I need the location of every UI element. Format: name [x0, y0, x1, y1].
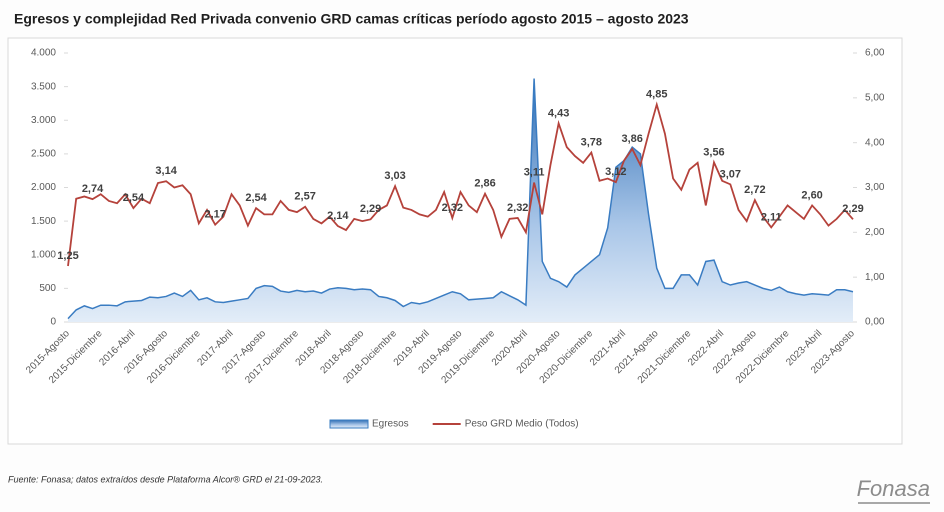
y-tick-label: 500 [39, 283, 56, 294]
chart-frame [7, 37, 903, 445]
data-label: 2,74 [82, 183, 104, 195]
y-tick-label: 3.500 [31, 81, 56, 92]
data-label: 2,54 [123, 192, 145, 204]
data-label: 4,85 [646, 88, 667, 100]
y-tick-label: 2.500 [31, 149, 56, 160]
data-label: 2,72 [744, 184, 765, 196]
data-label: 2,54 [245, 192, 267, 204]
data-label: 2,11 [761, 211, 782, 223]
data-label: 2,14 [327, 210, 349, 222]
data-label: 2,32 [507, 202, 528, 214]
legend-swatch [329, 419, 369, 429]
line [67, 101, 854, 267]
y2-tick-label: 6,00 [865, 48, 885, 59]
data-label: 3,11 [524, 166, 545, 178]
legend-label: Peso GRD Medio (Todos) [465, 419, 579, 430]
y-tick-label: 1.000 [31, 249, 56, 260]
area-outline [67, 78, 854, 320]
y-tick-label: 1.500 [31, 216, 56, 227]
data-label: 3,07 [720, 168, 741, 180]
data-label: 2,29 [842, 203, 863, 215]
chart-title: Egresos y complejidad Red Privada conven… [14, 11, 689, 27]
y2-tick-label: 3,00 [865, 182, 885, 193]
data-label: 1,25 [57, 250, 78, 262]
y-tick-label: 3.000 [31, 115, 56, 126]
y-tick-label: 0 [50, 317, 56, 328]
data-label: 4,43 [548, 107, 569, 119]
y2-tick-label: 1,00 [865, 272, 885, 283]
data-label: 2,29 [360, 203, 381, 215]
data-label: 3,86 [622, 133, 643, 145]
logo: Fonasa [857, 476, 930, 501]
source-note: Fuente: Fonasa; datos extraídos desde Pl… [8, 474, 323, 484]
area-fill [68, 78, 853, 323]
data-label: 3,56 [703, 146, 724, 158]
legend-label: Egresos [372, 419, 409, 430]
data-label: 2,57 [294, 191, 315, 203]
data-label: 3,78 [581, 136, 602, 148]
y-tick-label: 4.000 [31, 48, 56, 59]
data-label: 2,32 [442, 202, 463, 214]
data-label: 2,17 [204, 209, 225, 221]
data-label: 3,03 [384, 170, 405, 182]
y-tick-label: 2.000 [31, 182, 56, 193]
y2-tick-label: 4,00 [865, 137, 885, 148]
y2-tick-label: 5,00 [865, 92, 885, 103]
y2-tick-label: 0,00 [865, 317, 885, 328]
data-label: 3,14 [155, 165, 177, 177]
data-label: 2,60 [801, 189, 822, 201]
data-label: 3,12 [605, 166, 626, 178]
data-label: 2,86 [474, 178, 495, 190]
y2-tick-label: 2,00 [865, 227, 885, 238]
